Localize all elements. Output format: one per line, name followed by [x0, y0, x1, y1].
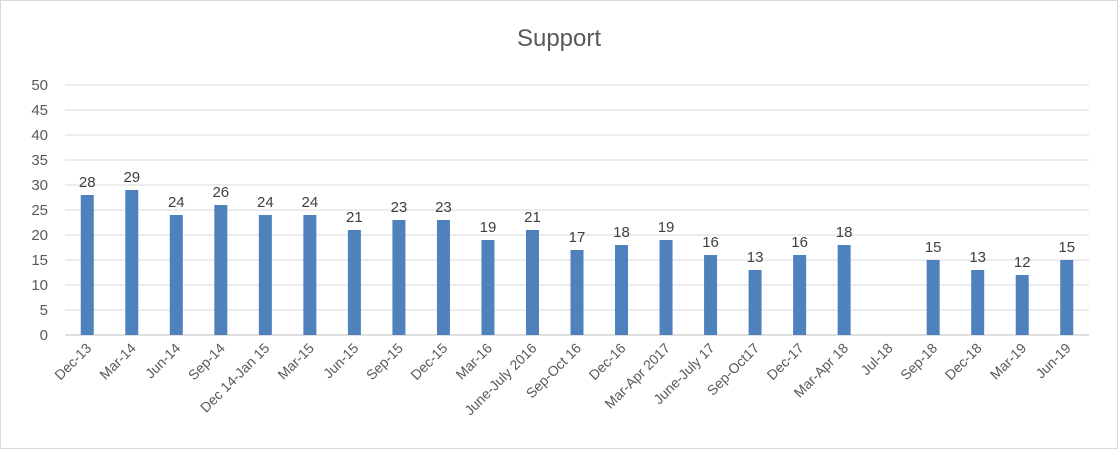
gridlines [65, 84, 1089, 336]
x-tick-label: Jul-18 [857, 340, 895, 378]
bar [926, 260, 940, 335]
data-label: 16 [702, 234, 719, 251]
x-tick-label: Dec-18 [942, 340, 985, 383]
bar [347, 230, 361, 335]
bar [258, 215, 272, 335]
x-tick-label: Sep-15 [363, 340, 406, 383]
data-label: 29 [123, 169, 140, 186]
data-label: 19 [480, 219, 497, 236]
bar [1060, 260, 1074, 335]
y-tick-label: 25 [31, 202, 48, 219]
data-label: 24 [302, 194, 319, 211]
y-tick-label: 5 [40, 302, 48, 319]
y-tick-label: 10 [31, 277, 48, 294]
y-tick-label: 45 [31, 102, 48, 119]
data-label: 24 [168, 194, 185, 211]
x-tick-label: Mar-19 [987, 340, 1030, 383]
data-labels: 28 29 24 26 24 24 21 23 23 19 21 17 18 19 16 13 16 18 15 13… [79, 169, 1075, 271]
bar [392, 220, 406, 335]
x-tick-label: Mar-16 [452, 340, 495, 383]
y-tick-label: 20 [31, 227, 48, 244]
data-label: 19 [658, 219, 675, 236]
bar [1015, 275, 1029, 335]
bar [748, 270, 762, 335]
y-tick-label: 35 [31, 152, 48, 169]
bar [80, 195, 94, 335]
y-tick-label: 15 [31, 252, 48, 269]
bar [704, 255, 718, 335]
bars [80, 190, 1074, 335]
chart-title: Support [517, 25, 601, 52]
x-tick-label: Jun-14 [142, 340, 184, 382]
data-label: 16 [791, 234, 808, 251]
data-label: 26 [212, 184, 229, 201]
data-label: 13 [969, 249, 986, 266]
x-tick-label: Dec-15 [407, 340, 450, 383]
data-label: 18 [836, 224, 853, 241]
bar [169, 215, 183, 335]
bar [615, 245, 629, 335]
x-tick-label: Mar-15 [274, 340, 317, 383]
data-label: 28 [79, 174, 96, 191]
bar [659, 240, 673, 335]
x-tick-label: Sep-18 [897, 340, 940, 383]
data-label: 21 [346, 209, 363, 226]
data-label: 15 [925, 239, 942, 256]
bar [837, 245, 851, 335]
data-label: 12 [1014, 254, 1031, 271]
x-tick-label: Dec-13 [51, 340, 94, 383]
y-tick-label: 40 [31, 127, 48, 144]
data-label: 15 [1058, 239, 1075, 256]
data-label: 13 [747, 249, 764, 266]
bar [125, 190, 139, 335]
x-tick-label: Sep-14 [185, 340, 228, 383]
x-tick-label: Mar-14 [96, 340, 139, 383]
x-tick-label: Jun-15 [320, 340, 362, 382]
bar [525, 230, 539, 335]
bar [793, 255, 807, 335]
bar [436, 220, 450, 335]
data-label: 18 [613, 224, 630, 241]
data-label: 23 [391, 199, 408, 216]
data-label: 17 [569, 229, 586, 246]
x-tick-label: Jun-19 [1032, 340, 1074, 382]
data-label: 24 [257, 194, 274, 211]
bar [303, 215, 317, 335]
bar [481, 240, 495, 335]
y-tick-label: 30 [31, 177, 48, 194]
bar [570, 250, 584, 335]
y-axis-tick-labels: 0 5 10 15 20 25 30 35 40 45 50 [31, 77, 48, 344]
data-label: 23 [435, 199, 452, 216]
bar [214, 205, 228, 335]
y-tick-label: 0 [40, 327, 48, 344]
y-tick-label: 50 [31, 77, 48, 94]
x-tick-label: Dec-17 [763, 340, 806, 383]
data-label: 21 [524, 209, 541, 226]
bar [971, 270, 985, 335]
x-tick-label: Dec-16 [585, 340, 628, 383]
